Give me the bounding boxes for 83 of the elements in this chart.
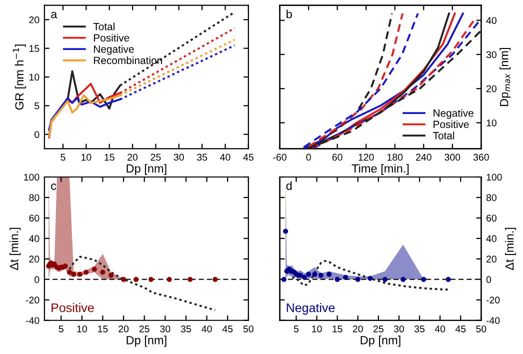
- x-tick-label: 240: [416, 154, 432, 161]
- x-tick-label: 10: [82, 154, 92, 161]
- y-tick-label: -40: [26, 317, 40, 324]
- y2-tick-label: 40: [486, 235, 496, 242]
- y2-tick-label: 60: [486, 214, 496, 222]
- x-tick-label: 30: [174, 154, 184, 161]
- y2-tick-label: 20: [486, 85, 496, 92]
- x-tick-label: 360: [473, 154, 489, 161]
- legend-label: Negative: [94, 45, 134, 55]
- annotation: b: [286, 10, 292, 18]
- y-tick-label: 80: [29, 194, 40, 202]
- x-axis-title: Dp [nm]: [126, 164, 166, 175]
- x-axis-title: Dp [nm]: [360, 336, 400, 347]
- x-tick-label: 10: [312, 325, 322, 332]
- x-tick-label: 40: [202, 325, 212, 332]
- legend-label: Negative: [434, 109, 474, 119]
- y2-tick-label: 20: [486, 256, 496, 263]
- y-tick-label: 60: [29, 214, 40, 222]
- x-tick-label: 120: [358, 154, 374, 161]
- x-tick-label: 30: [160, 325, 170, 332]
- x-tick-label: 5: [60, 154, 66, 161]
- x-axis-title: Dp [nm]: [126, 336, 166, 347]
- annotation: a: [51, 12, 58, 18]
- legend-label: Positive: [434, 120, 469, 128]
- x-tick-label: 60: [332, 154, 342, 161]
- x-tick-label: 15: [104, 154, 114, 161]
- x-tick-label: 35: [180, 325, 191, 332]
- x-tick-label: 45: [222, 326, 233, 332]
- y-axis-title: GR [nm h$^{−1}$]: [12, 44, 26, 110]
- y2-tick-label: 40: [486, 17, 496, 24]
- annotation: c: [51, 184, 56, 190]
- y-tick-label: 0: [34, 276, 40, 284]
- x-tick-label: 40: [434, 325, 446, 332]
- y-tick-label: 10: [30, 74, 40, 81]
- x-tick-label: 10: [77, 325, 87, 332]
- x-tick-label: 25: [374, 325, 384, 332]
- x-tick-label: 20: [118, 325, 129, 332]
- x-tick-label: 5: [294, 326, 299, 332]
- x-tick-label: 20: [352, 325, 363, 332]
- x-tick-label: 30: [394, 325, 404, 332]
- annotation: Positive: [52, 302, 94, 312]
- x-tick-label: 5: [58, 326, 64, 332]
- legend-label: Positive: [94, 34, 130, 42]
- x-tick-label: 35: [414, 325, 425, 332]
- y2-tick-label: 80: [486, 194, 496, 202]
- x-tick-label: 45: [455, 326, 466, 332]
- x-tick-label: -60: [273, 154, 286, 161]
- y2-tick-label: 100: [486, 174, 502, 181]
- annotation: d: [286, 181, 292, 190]
- legend-label: Total: [432, 132, 454, 140]
- x-tick-label: 35: [197, 154, 208, 161]
- y-tick-label: 5: [34, 102, 40, 110]
- x-tick-label: 50: [476, 325, 486, 332]
- y2-axis-title: Δt [min.]: [505, 228, 516, 270]
- y-tick-label: 0: [34, 131, 40, 138]
- x-tick-label: 45: [243, 154, 254, 161]
- y-tick-label: 20: [29, 256, 40, 263]
- y2-tick-label: 10: [486, 119, 496, 126]
- x-tick-label: 15: [98, 326, 108, 332]
- x-tick-label: 25: [150, 154, 161, 161]
- x-tick-label: 15: [332, 326, 342, 332]
- x-tick-label: 180: [387, 154, 403, 161]
- x-tick-label: 300: [444, 154, 460, 161]
- y2-tick-label: -20: [486, 296, 500, 304]
- y-tick-label: 100: [24, 174, 40, 181]
- x-tick-label: 40: [220, 154, 230, 161]
- x-tick-label: 0: [306, 154, 311, 161]
- x-tick-label: 20: [128, 154, 138, 161]
- legend-label: Recombination: [94, 56, 162, 64]
- y-tick-label: 15: [30, 45, 40, 52]
- y2-tick-label: 0: [486, 276, 492, 284]
- y-tick-label: 40: [29, 235, 40, 242]
- legend-label: Total: [93, 22, 114, 30]
- annotation: Negative: [286, 302, 335, 315]
- x-tick-label: 25: [139, 325, 150, 332]
- y2-tick-label: 30: [486, 51, 496, 58]
- y2-tick-label: -40: [486, 317, 500, 324]
- x-tick-label: 50: [243, 325, 254, 332]
- y-tick-label: -20: [26, 296, 40, 304]
- x-axis-title: Time [min.]: [352, 164, 409, 175]
- y-tick-label: 20: [29, 16, 40, 24]
- y-axis-title: Δt [min.]: [10, 228, 21, 270]
- y2-axis-title: Dp$_{max}$ [nm]: [500, 48, 511, 106]
